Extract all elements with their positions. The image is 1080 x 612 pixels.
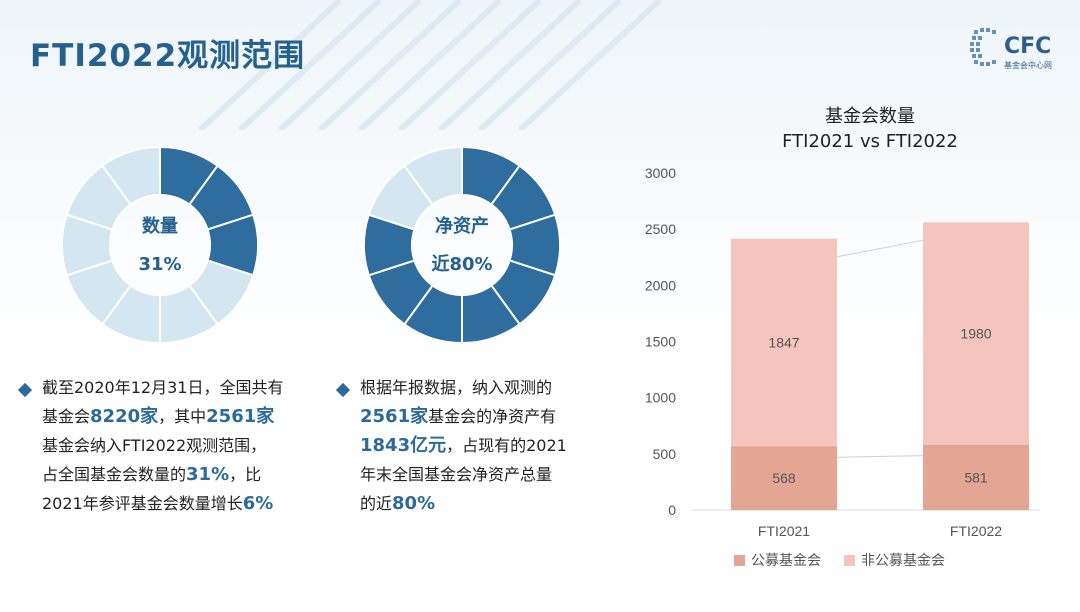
text-span: ，占现有的2021 <box>446 436 567 455</box>
highlight-observed-count: 2561家 <box>206 406 275 427</box>
y-tick-label: 2000 <box>645 277 676 293</box>
foundation-count-bar-chart: 0 500 1000 1500 2000 2500 3000 568 1847 FTI2021 58… <box>645 165 1040 569</box>
count-description: 截至2020年12月31日，全国共有 基金会8220家，其中2561家 基金会纳… <box>42 373 332 518</box>
page-title: FTI2022观测范围 <box>30 38 306 74</box>
public-connector-line <box>836 455 924 458</box>
highlight-asset-share: 80% <box>392 493 436 514</box>
highlight-share: 31% <box>186 464 230 485</box>
y-tick-label: 1000 <box>645 390 676 406</box>
y-tick-label: 500 <box>653 446 677 462</box>
highlight-total-count: 8220家 <box>90 406 159 427</box>
text-span: 占全国基金会数量的 <box>42 465 187 484</box>
bar-value-label: 581 <box>964 469 988 485</box>
assets-donut-value: 近80% <box>431 254 493 275</box>
decorative-stripes <box>197 0 663 130</box>
count-desc-line3: 基金会纳入FTI2022观测范围， <box>42 436 267 455</box>
text-span: 基金会 <box>42 407 91 426</box>
count-desc-line2: 基金会8220家，其中2561家 <box>42 402 332 431</box>
y-tick-label: 3000 <box>645 165 676 181</box>
assets-desc-line5: 的近80% <box>360 489 620 518</box>
legend-swatch <box>844 555 855 566</box>
assets-donut-chart <box>363 145 561 345</box>
count-donut-label: 数量 <box>142 216 178 237</box>
y-tick-label: 2500 <box>645 221 676 237</box>
assets-desc-line4: 年末全国基金会净资产总量 <box>360 465 553 484</box>
bar-value-label: 1847 <box>768 334 799 350</box>
logo-text: CFC <box>1004 34 1052 59</box>
legend-label: 非公募基金会 <box>861 552 945 569</box>
bar-nonpublic-FTI2021 <box>731 238 837 447</box>
count-desc-line4: 占全国基金会数量的31%，比 <box>42 460 332 489</box>
count-donut-value: 31% <box>138 254 182 275</box>
count-desc-line1: 截至2020年12月31日，全国共有 <box>42 378 284 397</box>
assets-donut-segment-empty <box>403 145 463 206</box>
legend-swatch <box>734 555 745 566</box>
bar-nonpublic-FTI2022 <box>923 222 1029 445</box>
chart-title: 基金会数量 FTI2021 vs FTI2022 <box>720 104 1020 154</box>
logo-subtitle: 基金会中心网 <box>1004 61 1052 70</box>
x-tick-label: FTI2021 <box>758 523 810 539</box>
highlight-growth: 6% <box>242 493 274 514</box>
x-tick-label: FTI2022 <box>950 523 1002 539</box>
cfc-logo: CFC 基金会中心网 <box>968 22 1063 82</box>
bar-public-FTI2022 <box>923 444 1029 510</box>
text-span: 基金会的净资产有 <box>428 407 557 426</box>
text-span: 的近 <box>360 494 393 513</box>
chart-title-line2: FTI2021 vs FTI2022 <box>782 131 958 152</box>
assets-desc-line3: 1843亿元，占现有的2021 <box>360 431 620 460</box>
legend-label: 公募基金会 <box>751 552 821 569</box>
y-tick-label: 0 <box>668 502 676 518</box>
assets-donut: 净资产 近80% <box>362 145 562 345</box>
y-tick-label: 1500 <box>645 334 676 350</box>
assets-desc-line1: 根据年报数据，纳入观测的 <box>360 378 553 397</box>
assets-donut-label: 净资产 <box>435 216 489 237</box>
assets-desc-line2: 2561家基金会的净资产有 <box>360 402 620 431</box>
bar-value-label: 568 <box>772 470 796 486</box>
chart-title-line1: 基金会数量 <box>825 106 915 127</box>
highlight-observed-count: 2561家 <box>360 406 429 427</box>
logo-grid-icon <box>970 28 996 66</box>
bullet-diamond-icon <box>335 382 351 398</box>
assets-description: 根据年报数据，纳入观测的 2561家基金会的净资产有 1843亿元，占现有的20… <box>360 373 620 518</box>
bullet-diamond-icon <box>17 382 33 398</box>
bar-public-FTI2021 <box>731 446 837 510</box>
text-span: ，其中 <box>158 407 207 426</box>
text-span: 2021年参评基金会数量增长 <box>42 494 243 513</box>
count-donut-segment-empty <box>101 145 161 206</box>
total-connector-line <box>836 239 924 258</box>
count-donut: 数量 31% <box>60 145 260 345</box>
highlight-net-assets: 1843亿元 <box>360 435 447 456</box>
count-donut-chart <box>61 145 259 345</box>
count-desc-line5: 2021年参评基金会数量增长6% <box>42 489 332 518</box>
text-span: ，比 <box>229 465 262 484</box>
bar-value-label: 1980 <box>960 326 991 342</box>
